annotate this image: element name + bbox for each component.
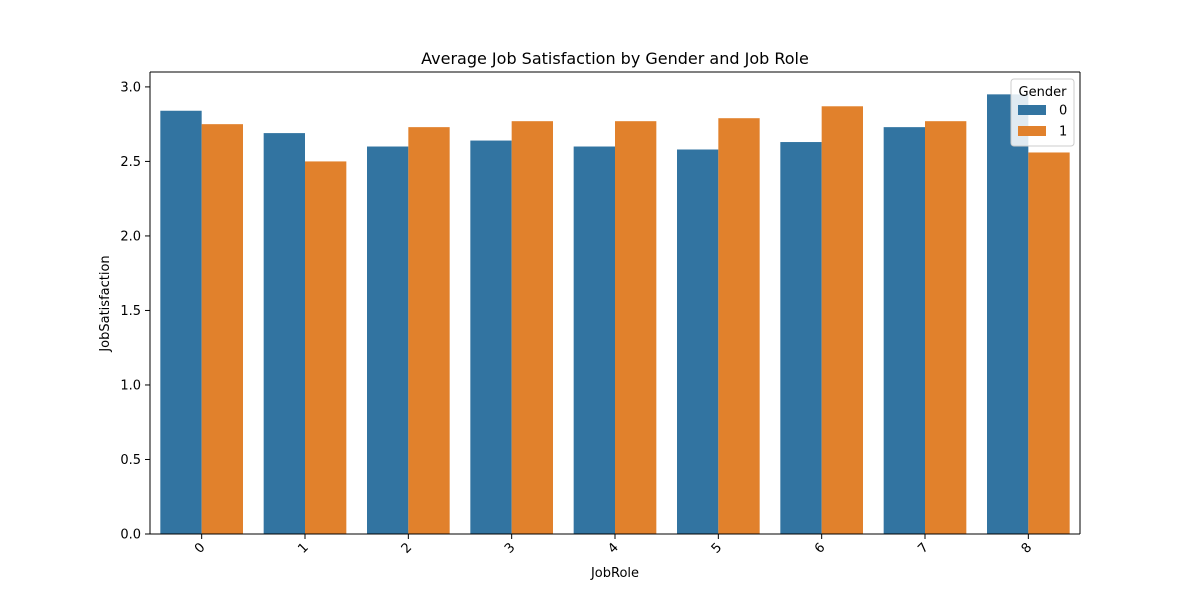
y-tick-label: 0.5: [120, 453, 141, 468]
bar-gender-0-role-8: [987, 94, 1029, 535]
x-tick-label: 1: [295, 540, 311, 556]
legend-swatch-1: [1018, 126, 1046, 136]
legend: Gender 0 1: [1010, 78, 1075, 147]
y-tick-label: 1.5: [120, 304, 141, 319]
bar-gender-0-role-7: [883, 127, 925, 534]
bar-gender-1-role-2: [408, 127, 450, 534]
bar-gender-1-role-4: [615, 121, 657, 534]
x-axis-title: JobRole: [590, 566, 639, 581]
bar-gender-1-role-0: [201, 124, 243, 535]
bar-gender-1-role-5: [718, 118, 760, 534]
x-tick-label: 4: [605, 540, 621, 556]
chart-title: Average Job Satisfaction by Gender and J…: [421, 49, 809, 68]
x-tick-label: 8: [1019, 540, 1035, 556]
bar-gender-0-role-6: [780, 142, 822, 534]
x-tick-label: 5: [709, 540, 725, 556]
x-tick-label: 0: [192, 540, 208, 556]
bar-gender-0-role-3: [470, 140, 512, 534]
y-tick-label: 2.0: [120, 229, 141, 244]
legend-label-0: 0: [1059, 104, 1067, 119]
y-tick-label: 3.0: [120, 80, 141, 95]
bars-layer: [160, 94, 1070, 535]
y-tick-label: 1.0: [120, 378, 141, 393]
bar-gender-0-role-0: [160, 110, 202, 535]
legend-title: Gender: [1019, 85, 1068, 100]
bar-gender-0-role-1: [263, 133, 305, 535]
bar-gender-1-role-6: [821, 106, 863, 535]
bar-gender-0-role-5: [677, 149, 719, 535]
legend-label-1: 1: [1059, 125, 1067, 140]
x-tick-label: 3: [502, 540, 518, 556]
x-tick-label: 6: [812, 540, 828, 556]
bar-gender-1-role-1: [305, 161, 347, 534]
bar-gender-1-role-8: [1028, 152, 1070, 534]
y-axis-title: JobSatisfaction: [98, 255, 113, 352]
x-tick-label: 7: [915, 540, 931, 556]
legend-swatch-0: [1018, 105, 1046, 115]
y-tick-label: 2.5: [120, 155, 141, 170]
bar-gender-0-role-4: [573, 146, 615, 535]
bar-gender-1-role-7: [925, 121, 967, 534]
y-tick-label: 0.0: [120, 528, 141, 543]
bar-gender-1-role-3: [511, 121, 553, 534]
x-tick-label: 2: [399, 540, 415, 556]
bar-gender-0-role-2: [367, 146, 409, 535]
